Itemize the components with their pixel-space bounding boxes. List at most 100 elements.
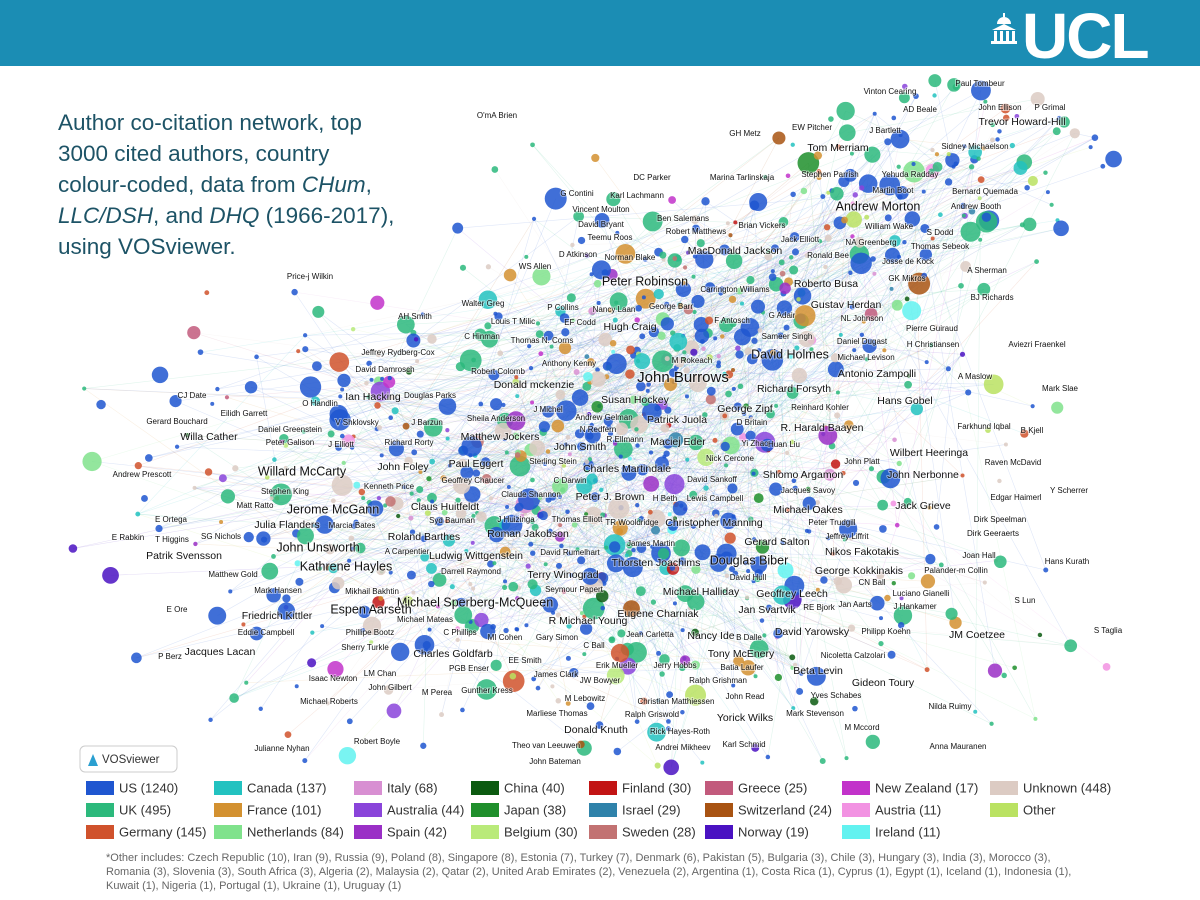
node xyxy=(774,404,778,408)
node xyxy=(712,438,717,443)
node-label: Andrei Mikheev xyxy=(655,743,710,752)
node-label: F Antosch xyxy=(714,316,750,325)
node-label: Charles Goldfarb xyxy=(413,648,493,660)
node xyxy=(460,265,466,271)
node xyxy=(446,437,450,441)
node xyxy=(282,594,290,602)
node-label: Gary Simon xyxy=(536,633,578,642)
node-label: Karl Lachmann xyxy=(610,191,664,200)
node xyxy=(997,129,1001,133)
title-text: DHQ xyxy=(209,203,259,228)
node xyxy=(962,214,966,218)
node-label: Reinhard Kohler xyxy=(791,403,849,412)
node xyxy=(796,688,803,695)
node xyxy=(337,374,350,387)
node-label: Yves Schabes xyxy=(811,691,862,700)
node xyxy=(911,162,915,166)
node xyxy=(663,760,679,776)
title-text: 3000 cited authors, country xyxy=(58,141,330,166)
header-bar xyxy=(0,0,1200,66)
node xyxy=(340,434,345,439)
node xyxy=(841,217,848,224)
node-label: Stephen Parrish xyxy=(801,170,858,179)
node-label: Jan Svartvik xyxy=(738,604,796,616)
node-label: Joan Hall xyxy=(962,551,996,560)
node-label: MacDonald Jackson xyxy=(688,245,783,257)
node xyxy=(361,496,365,500)
node xyxy=(208,607,226,625)
node xyxy=(852,706,858,712)
node-label: James Clark xyxy=(534,670,579,679)
node-label: WS Allen xyxy=(519,262,551,271)
node xyxy=(661,317,674,330)
node-label: RE Bjork xyxy=(803,603,836,612)
node-label: Jack Elliott xyxy=(781,235,820,244)
node-label: Dirk Geeraerts xyxy=(967,529,1019,538)
node xyxy=(879,616,883,620)
node xyxy=(205,468,212,475)
node xyxy=(766,755,771,760)
node-label: Palander-m Collin xyxy=(924,566,988,575)
node xyxy=(824,224,830,230)
node-label: John Read xyxy=(726,692,765,701)
node-label: Batia Laufer xyxy=(720,663,763,672)
node xyxy=(614,748,622,756)
node xyxy=(859,185,864,190)
node xyxy=(614,301,618,305)
node-label: David Holmes xyxy=(751,347,829,361)
node xyxy=(784,325,790,331)
node xyxy=(628,457,632,461)
node xyxy=(507,485,511,489)
vosviewer-badge: VOSviewer xyxy=(80,746,177,772)
legend-swatch xyxy=(214,825,242,839)
node xyxy=(610,340,617,347)
node xyxy=(978,196,982,200)
legend-label: Other xyxy=(1023,802,1056,817)
node xyxy=(396,514,400,518)
node xyxy=(983,580,987,584)
node xyxy=(651,599,656,604)
node-label: C Hinman xyxy=(464,332,500,341)
node xyxy=(725,574,729,578)
node xyxy=(428,581,434,587)
node xyxy=(772,131,785,144)
node-label: Geoffrey Leech xyxy=(756,588,828,600)
legend-swatch xyxy=(214,781,242,795)
node-label: R Ellmann xyxy=(607,435,644,444)
node-label: Norman Blake xyxy=(605,253,656,262)
node-label: Farkhund Iqbal xyxy=(957,422,1011,431)
node-label: JW Bowyer xyxy=(580,676,621,685)
node xyxy=(414,337,418,341)
node xyxy=(254,355,259,360)
node xyxy=(789,255,793,259)
node-label: J Huizinga xyxy=(497,515,535,524)
node-label: Mark Hansen xyxy=(254,586,302,595)
node-label: David Rumelhart xyxy=(540,548,600,557)
node-label: B Kjell xyxy=(1021,426,1044,435)
footnote-line: *Other includes: Czech Republic (10), Ir… xyxy=(106,852,1051,864)
node xyxy=(187,326,200,339)
node xyxy=(872,272,876,276)
node xyxy=(701,346,706,351)
node-label: Raven McDavid xyxy=(985,458,1041,467)
node-label: B Dalle xyxy=(736,633,762,642)
node-label: CN Ball xyxy=(858,578,885,587)
legend-swatch xyxy=(705,825,733,839)
node-label: Nilda Ruimy xyxy=(928,702,971,711)
node xyxy=(664,474,684,494)
node xyxy=(338,394,342,398)
node xyxy=(978,176,985,183)
node xyxy=(302,346,308,352)
node xyxy=(193,542,197,546)
node xyxy=(591,154,599,162)
node xyxy=(961,474,965,478)
footnote-line: Romania (3), Slovenia (3), South Africa … xyxy=(106,866,1071,878)
node-label: Darrell Raymond xyxy=(441,567,501,576)
node xyxy=(820,758,826,764)
node-label: Josse de Kock xyxy=(882,257,935,266)
node-label: C Darwin xyxy=(554,476,587,485)
node-label: Eugene Charniak xyxy=(617,608,699,620)
node-label: Ronald Bee xyxy=(807,251,849,260)
node xyxy=(958,283,964,289)
